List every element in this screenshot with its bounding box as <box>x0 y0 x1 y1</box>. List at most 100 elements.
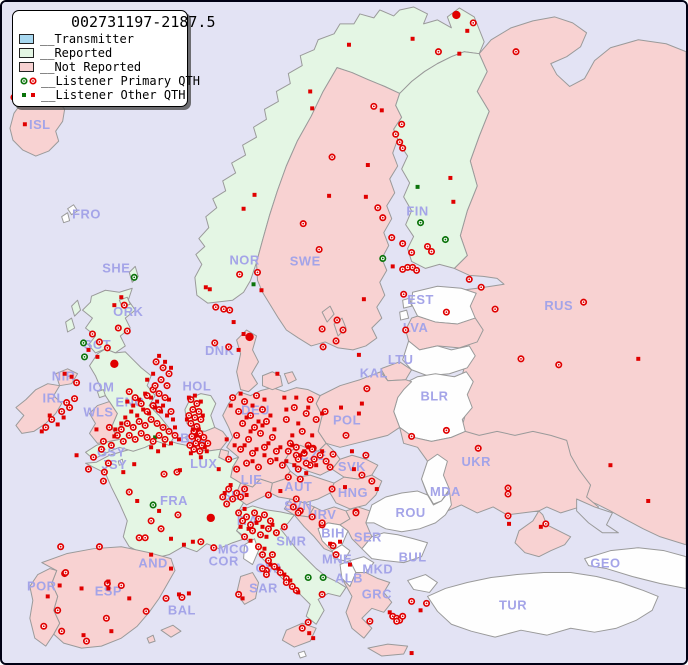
large-red-marker <box>110 359 119 368</box>
marker-center-dot <box>402 293 405 296</box>
marker-center-dot <box>243 400 246 403</box>
country-wls <box>88 401 120 444</box>
marker-center-dot <box>253 512 256 514</box>
marker-center-dot <box>311 515 314 518</box>
listener-other-marker <box>359 401 364 406</box>
marker-center-dot <box>158 434 160 437</box>
marker-center-dot <box>59 545 62 548</box>
marker-center-dot <box>241 422 244 425</box>
country-label-mco: MCO <box>218 542 250 557</box>
listener-other-marker <box>272 427 277 432</box>
marker-center-dot <box>480 286 483 289</box>
marker-center-dot <box>324 410 327 413</box>
listener-other-marker <box>186 591 191 596</box>
listener-other-marker <box>248 429 253 434</box>
listener-other-marker <box>278 445 283 450</box>
listener-other-marker <box>254 447 259 452</box>
marker-center-dot <box>197 410 200 413</box>
country-dnk <box>236 329 259 393</box>
listener-other-marker <box>242 443 247 448</box>
listener-other-marker <box>95 354 100 359</box>
marker-center-dot <box>134 396 137 399</box>
listener-other-marker <box>298 453 303 458</box>
listener-primary-icons <box>20 76 37 85</box>
marker-center-dot <box>255 394 258 397</box>
marker-center-dot <box>263 446 266 449</box>
marker-center-dot <box>321 593 324 596</box>
marker-center-dot <box>191 408 194 411</box>
country-label-mda: MDA <box>430 484 461 499</box>
listener-other-marker <box>165 413 170 418</box>
listener-other-marker <box>636 356 641 361</box>
listener-other-marker <box>181 542 186 547</box>
marker-center-dot <box>325 460 327 463</box>
country-label-ork: ORK <box>113 304 143 319</box>
marker-center-dot <box>251 452 254 455</box>
marker-center-dot <box>50 418 53 421</box>
marker-center-dot <box>164 438 166 441</box>
country-fro <box>67 204 79 216</box>
country-label-irl: IRL <box>43 391 65 406</box>
marker-center-dot <box>582 301 585 304</box>
marker-center-dot <box>445 429 448 432</box>
country-label-pol: POL <box>333 412 361 427</box>
marker-center-dot <box>295 454 298 457</box>
marker-center-dot <box>285 418 288 421</box>
large-red-marker <box>452 10 461 20</box>
legend-label-not_reported: __Not Reported <box>40 59 142 74</box>
marker-center-dot <box>83 355 86 358</box>
listener-other-marker <box>320 449 325 454</box>
listener-other-marker <box>119 421 124 426</box>
marker-center-dot <box>193 416 196 419</box>
listener-other-marker <box>106 586 111 591</box>
marker-center-dot <box>370 480 373 482</box>
marker-center-dot <box>331 488 333 490</box>
listener-other-marker <box>61 415 66 420</box>
marker-center-dot <box>283 525 286 528</box>
island-crete <box>367 643 409 657</box>
country-label-hol: HOL <box>182 379 211 394</box>
marker-center-dot <box>176 471 178 474</box>
marker-center-dot <box>544 522 547 525</box>
marker-center-dot <box>103 471 106 474</box>
marker-center-dot <box>297 458 300 461</box>
marker-center-dot <box>138 536 141 539</box>
marker-center-dot <box>194 442 197 445</box>
listener-other-marker <box>156 449 161 454</box>
marker-center-dot <box>222 308 225 311</box>
marker-center-dot <box>110 444 113 447</box>
legend-swatch-reported <box>19 47 34 58</box>
marker-center-dot <box>295 498 298 500</box>
country-label-mkd: MKD <box>362 562 393 577</box>
legend-rows: __Transmitter __Reported __Not Reported __L… <box>19 32 200 102</box>
country-irl <box>15 383 63 434</box>
country-nir <box>55 368 79 387</box>
listener-other-marker <box>465 28 470 33</box>
marker-center-dot <box>302 222 305 225</box>
listener-other-marker <box>259 288 264 293</box>
listener-other-marker <box>264 534 269 539</box>
marker-center-dot <box>82 342 85 344</box>
marker-center-dot <box>145 610 148 613</box>
listener-other-marker <box>242 506 247 511</box>
listener-other-marker <box>79 586 84 591</box>
listener-other-marker <box>112 434 117 439</box>
country-label-grc: GRC <box>362 586 392 601</box>
country-geo <box>584 547 686 589</box>
listener-other-marker <box>176 592 181 597</box>
marker-center-dot <box>106 347 109 349</box>
marker-center-dot <box>263 514 266 516</box>
listener-other-marker <box>538 524 543 529</box>
listener-other-marker <box>204 449 209 454</box>
listener-other-marker <box>356 411 361 416</box>
listener-other-marker <box>290 443 295 448</box>
listener-other-marker <box>162 443 167 448</box>
island-corsica <box>243 538 259 566</box>
marker-center-dot <box>202 436 205 439</box>
marker-center-dot <box>44 426 47 429</box>
country-bul <box>361 532 429 564</box>
marker-center-dot <box>281 464 284 467</box>
country-label-wls: WLS <box>83 404 113 419</box>
legend-icons-listener_other <box>19 90 40 100</box>
country-label-aut: AUT <box>284 479 312 494</box>
